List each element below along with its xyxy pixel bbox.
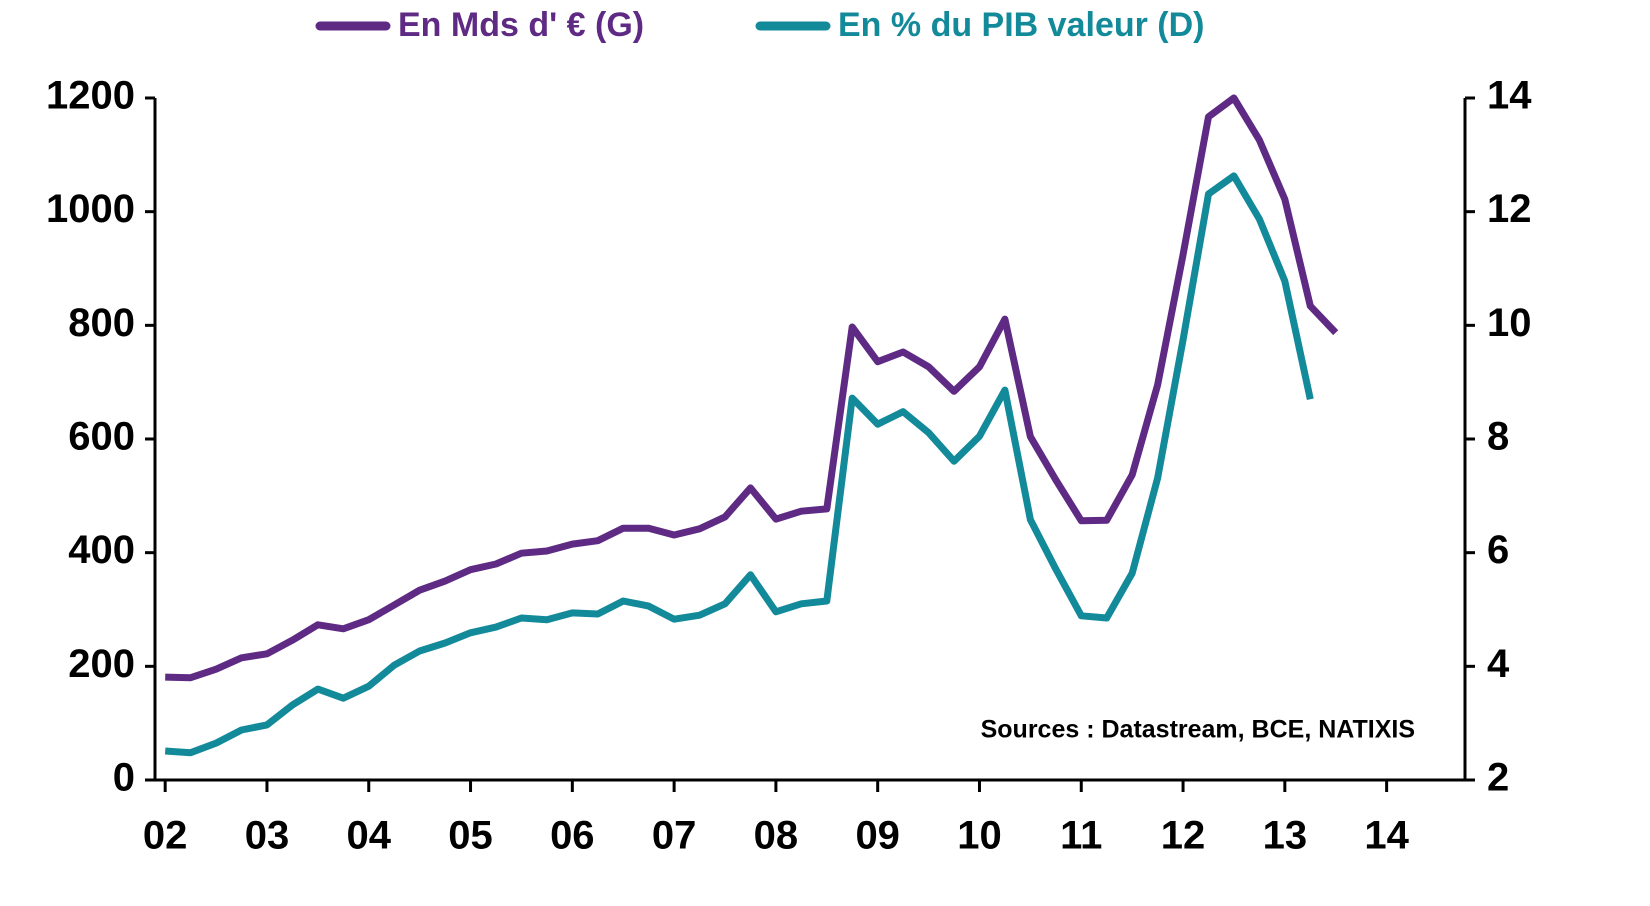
y-tick-label: 0 <box>113 756 135 800</box>
x-tick-label: 14 <box>1364 814 1409 858</box>
y2-tick-label: 14 <box>1487 74 1532 118</box>
x-tick-label: 06 <box>550 814 595 858</box>
series-line <box>164 172 1314 757</box>
y2-tick-label: 2 <box>1487 756 1509 800</box>
y2-tick-label: 12 <box>1487 187 1532 231</box>
x-tick-label: 11 <box>1060 814 1102 858</box>
x-tick-label: 12 <box>1161 814 1206 858</box>
x-tick-label: 02 <box>143 814 188 858</box>
y2-tick-label: 10 <box>1487 301 1532 345</box>
y-tick-label: 200 <box>68 642 135 686</box>
series-line <box>165 94 1339 682</box>
x-tick-label: 05 <box>448 814 493 858</box>
source-note: Sources : Datastream, BCE, NATIXIS <box>981 716 1415 744</box>
x-tick-label: 09 <box>855 814 900 858</box>
y-tick-label: 1000 <box>46 187 135 231</box>
x-tick-label: 08 <box>754 814 799 858</box>
y-tick-label: 600 <box>68 415 135 459</box>
x-tick-label: 13 <box>1263 814 1308 858</box>
x-tick-label: 03 <box>245 814 290 858</box>
y2-tick-label: 4 <box>1487 642 1510 686</box>
x-tick-label: 07 <box>652 814 697 858</box>
y-tick-label: 800 <box>68 301 135 345</box>
legend-label: En Mds d' € (G) <box>398 6 644 44</box>
y-tick-label: 400 <box>68 528 135 572</box>
x-tick-label: 10 <box>957 814 1002 858</box>
y2-tick-label: 8 <box>1487 415 1509 459</box>
x-tick-label: 04 <box>347 814 392 858</box>
legend-label: En % du PIB valeur (D) <box>838 6 1205 44</box>
y-tick-label: 1200 <box>46 74 135 118</box>
y2-tick-label: 6 <box>1487 528 1509 572</box>
